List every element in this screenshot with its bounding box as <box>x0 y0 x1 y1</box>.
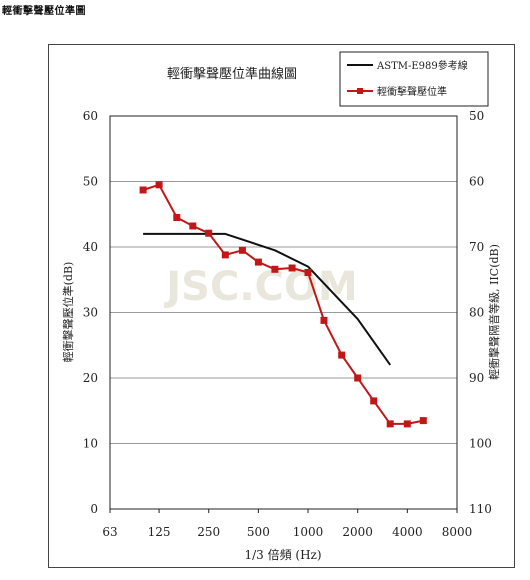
data-point-measured <box>338 351 346 359</box>
data-point-measured <box>320 316 328 324</box>
data-point-measured <box>403 420 411 428</box>
data-point-measured <box>189 222 197 230</box>
y-axis-right: 110 100 90 80 70 60 50 <box>469 109 492 516</box>
x-tick-label: 1000 <box>293 525 324 539</box>
y2-axis-label: 輕衝擊聲隔音等級, IIC(dB) <box>487 244 501 380</box>
data-point-measured <box>139 186 147 194</box>
data-point-measured <box>254 258 262 266</box>
x-tick-label: 500 <box>247 525 270 539</box>
x-axis: 63 125 250 500 1000 2000 4000 8000 <box>102 509 472 539</box>
x-tick-label: 125 <box>148 525 171 539</box>
legend-box <box>339 51 489 107</box>
y2-tick-label: 80 <box>469 306 484 320</box>
gridlines <box>110 181 457 444</box>
y-axis-left: 0 10 20 30 40 50 60 <box>83 109 98 516</box>
y-tick-label: 60 <box>83 109 98 123</box>
data-point-measured <box>238 246 246 254</box>
data-point-measured <box>370 397 378 405</box>
data-point-measured <box>173 214 181 221</box>
data-point-measured <box>419 417 427 425</box>
data-point-measured <box>155 181 163 189</box>
y2-tick-label: 90 <box>469 371 484 385</box>
series-line-astm-reference <box>143 232 392 366</box>
y-tick-label: 30 <box>83 306 98 320</box>
legend-label-measured: 輕衝擊聲壓位準 <box>377 85 447 98</box>
data-point-measured <box>386 420 394 428</box>
y2-tick-label: 70 <box>469 240 484 254</box>
y2-tick-label: 50 <box>469 109 484 123</box>
data-point-measured <box>288 264 296 272</box>
y2-tick-label: 60 <box>469 175 484 189</box>
x-tick-label: 4000 <box>392 525 423 539</box>
y-tick-label: 20 <box>83 371 98 385</box>
data-point-measured <box>271 265 279 273</box>
y-axis-label: 輕衝擊聲壓位準(dB) <box>61 262 75 363</box>
y-tick-label: 0 <box>90 502 98 516</box>
legend-marker-measured <box>357 88 363 94</box>
y2-tick-label: 110 <box>469 502 492 516</box>
chart-title: 輕衝擊聲壓位準曲線圖 <box>167 66 297 82</box>
x-tick-label: 8000 <box>442 525 473 539</box>
data-point-measured <box>221 251 229 259</box>
legend-label-astm: ASTM-E989參考線 <box>376 59 468 72</box>
chart-frame <box>48 44 515 568</box>
x-tick-label: 63 <box>102 525 117 539</box>
x-tick-label: 250 <box>197 525 220 539</box>
page-heading: 輕衝擊聲壓位準圖 <box>2 6 86 17</box>
y-tick-label: 40 <box>83 240 98 254</box>
y-tick-label: 10 <box>83 437 98 451</box>
x-axis-label: 1/3 倍頻 (Hz) <box>244 547 321 562</box>
watermark: JSC.COM <box>163 264 357 310</box>
legend: ASTM-E989參考線 輕衝擊聲壓位準 <box>339 51 489 107</box>
plot-area <box>109 115 458 510</box>
series-layer <box>139 181 427 428</box>
x-tick-label: 2000 <box>342 525 373 539</box>
y2-tick-label: 100 <box>469 437 492 451</box>
data-point-measured <box>304 269 312 276</box>
data-point-measured <box>354 374 362 382</box>
data-point-measured <box>205 229 213 237</box>
y-tick-label: 50 <box>83 175 98 189</box>
